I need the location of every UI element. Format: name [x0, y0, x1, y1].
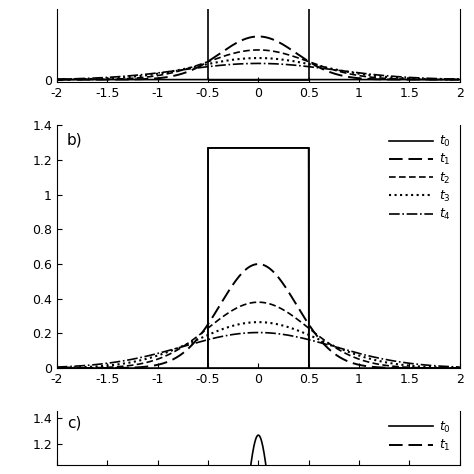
Bar	[208, 0, 309, 80]
Text: c): c)	[67, 415, 82, 430]
Text: b): b)	[67, 133, 82, 147]
Legend: $t_0$, $t_1$, $t_2$, $t_3$, $t_4$: $t_0$, $t_1$, $t_2$, $t_3$, $t_4$	[387, 132, 454, 225]
Legend: $t_0$, $t_1$: $t_0$, $t_1$	[387, 418, 454, 456]
Bar	[208, 148, 309, 368]
